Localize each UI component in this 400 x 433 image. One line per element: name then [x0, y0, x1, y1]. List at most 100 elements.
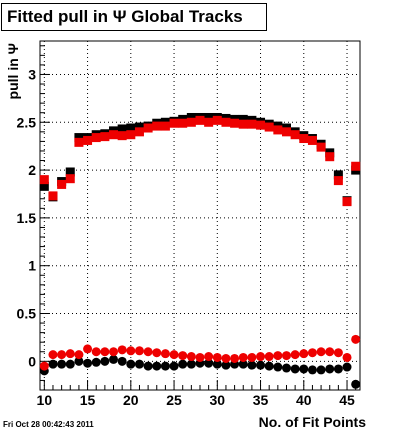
data-point-square: [333, 176, 343, 186]
data-point-circle: [264, 361, 274, 371]
data-point-square: [342, 197, 352, 207]
data-point-square: [57, 179, 67, 189]
data-point-circle: [212, 359, 222, 369]
data-point-circle: [204, 352, 214, 362]
data-point-circle: [152, 361, 162, 371]
x-tick-label: 15: [80, 392, 96, 408]
data-point-square: [39, 181, 49, 191]
data-point-circle: [273, 362, 283, 372]
data-point-square: [65, 174, 75, 184]
data-point-square: [247, 119, 257, 129]
data-point-circle: [100, 356, 110, 366]
data-point-square: [238, 114, 248, 124]
data-point-square: [117, 131, 127, 141]
data-point-square: [325, 152, 335, 162]
data-point-square: [65, 167, 75, 177]
data-point-circle: [230, 353, 240, 363]
data-point-circle: [186, 352, 196, 362]
data-point-square: [169, 118, 179, 128]
data-point-circle: [238, 352, 248, 362]
data-point-circle: [91, 357, 101, 367]
data-point-circle: [342, 362, 352, 372]
data-point-square: [134, 122, 144, 132]
data-point-circle: [39, 361, 49, 371]
data-point-circle: [195, 352, 205, 362]
data-point-square: [74, 137, 84, 147]
data-point-circle: [65, 359, 75, 369]
data-point-square: [160, 121, 170, 131]
data-point-circle: [134, 346, 144, 356]
data-point-circle: [126, 346, 136, 356]
data-point-circle: [91, 347, 101, 357]
data-point-circle: [186, 359, 196, 369]
data-point-circle: [74, 356, 84, 366]
data-point-square: [91, 133, 101, 143]
data-point-circle: [57, 359, 67, 369]
data-point-circle: [160, 361, 170, 371]
data-point-square: [204, 112, 214, 122]
data-point-square: [186, 112, 196, 122]
data-point-circle: [256, 360, 266, 370]
data-points: [39, 112, 361, 389]
data-point-circle: [299, 349, 309, 359]
data-point-square: [256, 120, 266, 130]
data-point-square: [290, 130, 300, 140]
data-point-circle: [48, 350, 58, 360]
data-point-square: [126, 123, 136, 133]
x-tick-label: 35: [253, 392, 269, 408]
data-point-square: [307, 135, 317, 145]
data-point-circle: [221, 353, 231, 363]
data-point-square: [212, 115, 222, 125]
data-point-circle: [143, 347, 153, 357]
chart-title-box: Fitted pull in Ψ Global Tracks: [1, 3, 267, 31]
data-point-circle: [117, 345, 127, 355]
data-point-square: [109, 130, 119, 140]
data-point-square: [299, 134, 309, 144]
data-point-square: [195, 115, 205, 125]
data-point-circle: [83, 344, 93, 354]
data-point-square: [178, 118, 188, 128]
data-point-square: [134, 127, 144, 137]
data-point-circle: [290, 350, 300, 360]
data-point-square: [152, 121, 162, 131]
y-tick-label: 2: [28, 162, 36, 178]
y-axis-label: pull in Ψ: [5, 43, 21, 99]
data-point-circle: [325, 347, 335, 357]
x-tick-label: 10: [37, 392, 53, 408]
y-tick-label: 1: [28, 258, 36, 274]
data-point-circle: [204, 358, 214, 368]
data-point-square: [316, 142, 326, 152]
x-axis-label: No. of Fit Points: [259, 414, 367, 430]
data-point-circle: [342, 352, 352, 362]
data-point-circle: [169, 361, 179, 371]
data-point-circle: [299, 364, 309, 374]
data-point-square: [117, 124, 127, 134]
data-point-circle: [143, 361, 153, 371]
data-point-circle: [65, 349, 75, 359]
data-point-circle: [134, 359, 144, 369]
data-point-circle: [333, 364, 343, 374]
data-point-square: [48, 191, 58, 201]
data-point-circle: [316, 365, 326, 375]
data-point-circle: [212, 352, 222, 362]
data-point-circle: [307, 365, 317, 375]
data-point-circle: [238, 359, 248, 369]
data-point-square: [186, 117, 196, 127]
data-point-circle: [126, 359, 136, 369]
data-point-circle: [281, 363, 291, 373]
data-point-circle: [169, 350, 179, 360]
data-point-circle: [281, 351, 291, 361]
data-point-square: [281, 127, 291, 137]
x-tick-label: 30: [210, 392, 226, 408]
data-point-square: [39, 175, 49, 185]
tick-labels: 10 15 20 25 30 35 40 45 0 0.5 1 1.5 2 2.5 3: [17, 66, 355, 408]
data-point-circle: [351, 379, 361, 389]
data-point-circle: [247, 352, 257, 362]
data-point-circle: [178, 359, 188, 369]
y-tick-label: 0.5: [17, 306, 37, 322]
data-point-square: [126, 130, 136, 140]
data-point-square: [264, 122, 274, 132]
x-tick-label: 25: [166, 392, 182, 408]
data-point-circle: [273, 351, 283, 361]
